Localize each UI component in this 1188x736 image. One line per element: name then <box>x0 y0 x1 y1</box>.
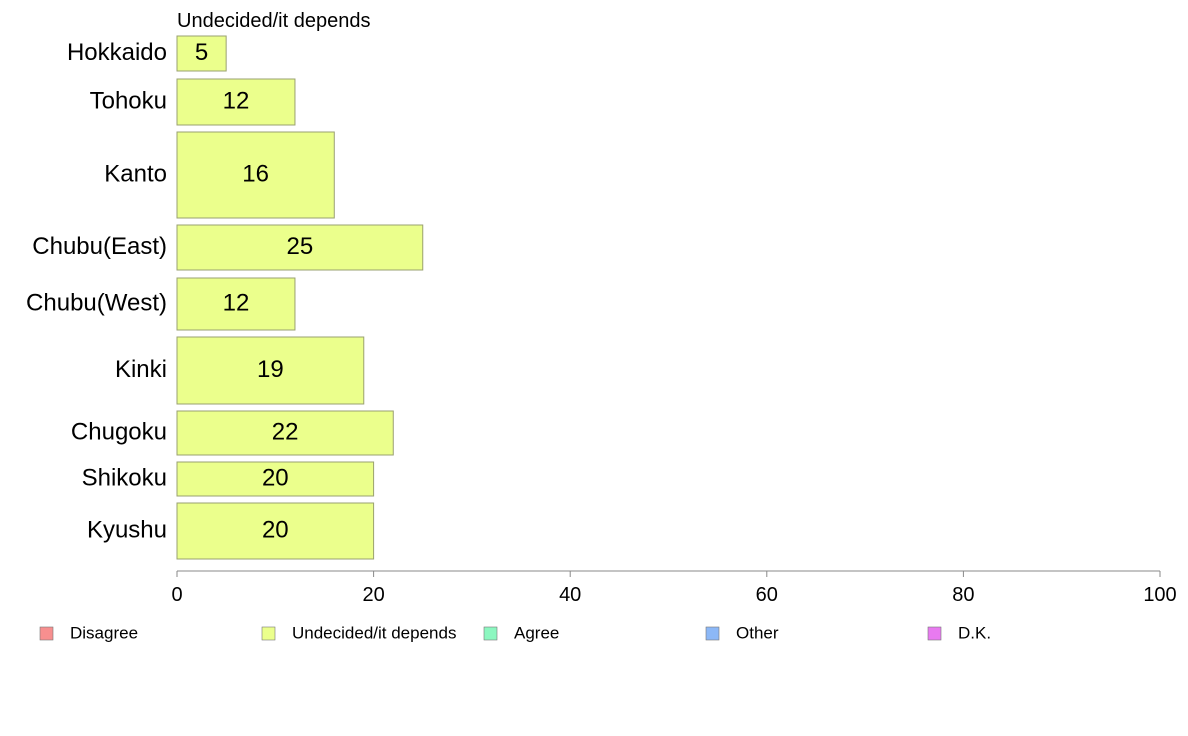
bar-value-label-chugoku: 22 <box>272 418 299 445</box>
category-label-kanto: Kanto <box>104 160 167 187</box>
bar-chugoku <box>176 410 394 456</box>
category-label-shikoku: Shikoku <box>82 464 167 491</box>
x-tick-label-0: 0 <box>171 584 182 606</box>
bar-value-label-chubu-east: 25 <box>287 233 314 260</box>
legend-label-other: Other <box>736 623 779 642</box>
legend-swatch-other <box>705 626 720 641</box>
bar-value-label-kinki: 19 <box>257 356 284 383</box>
legend-swatch-undecided-it-depends <box>261 626 276 641</box>
legend-swatch-disagree <box>39 626 54 641</box>
x-axis: 0 20 40 60 80 100 <box>171 570 1177 606</box>
category-label-chubu-west: Chubu(West) <box>26 289 167 316</box>
bar-kinki <box>176 336 365 405</box>
category-label-kinki: Kinki <box>115 356 167 383</box>
bar-shikoku <box>176 461 375 497</box>
legend: Disagree Undecided/it depends Agree Other D.… <box>39 623 991 642</box>
bar-value-label-kanto: 16 <box>242 160 269 187</box>
bar-chubu-east <box>176 224 424 271</box>
x-tick-label-40: 40 <box>559 584 581 606</box>
legend-label-d-k: D.K. <box>958 623 991 642</box>
legend-label-undecided-it-depends: Undecided/it depends <box>292 623 456 642</box>
panel-title: Undecided/it depends <box>177 10 370 32</box>
category-label-chugoku: Chugoku <box>71 418 167 445</box>
category-label-hokkaido: Hokkaido <box>67 39 167 66</box>
bar-kyushu <box>176 502 375 560</box>
bar-value-label-shikoku: 20 <box>262 464 289 491</box>
x-tick-label-20: 20 <box>362 584 384 606</box>
bar-hokkaido <box>176 35 227 72</box>
legend-label-disagree: Disagree <box>70 623 138 642</box>
bar-tohoku <box>176 78 296 126</box>
legend-swatch-agree <box>483 626 498 641</box>
bar-value-label-chubu-west: 12 <box>223 289 250 316</box>
bar-value-label-kyushu: 20 <box>262 516 289 543</box>
legend-swatch-d-k <box>927 626 942 641</box>
category-label-chubu-east: Chubu(East) <box>32 233 167 260</box>
bar-chubu-west <box>176 277 296 331</box>
bar-kanto <box>176 131 335 219</box>
legend-label-agree: Agree <box>514 623 559 642</box>
x-tick-label-80: 80 <box>952 584 974 606</box>
x-tick-label-100: 100 <box>1143 584 1176 606</box>
category-label-kyushu: Kyushu <box>87 516 167 543</box>
x-tick-label-60: 60 <box>756 584 778 606</box>
bars-group: Hokkaido 5 Tohoku 12 Kanto 16 Chubu(East) 25 Chu… <box>26 35 424 560</box>
category-label-tohoku: Tohoku <box>90 87 167 114</box>
bar-value-label-tohoku: 12 <box>223 87 250 114</box>
bar-value-label-hokkaido: 5 <box>195 39 208 66</box>
